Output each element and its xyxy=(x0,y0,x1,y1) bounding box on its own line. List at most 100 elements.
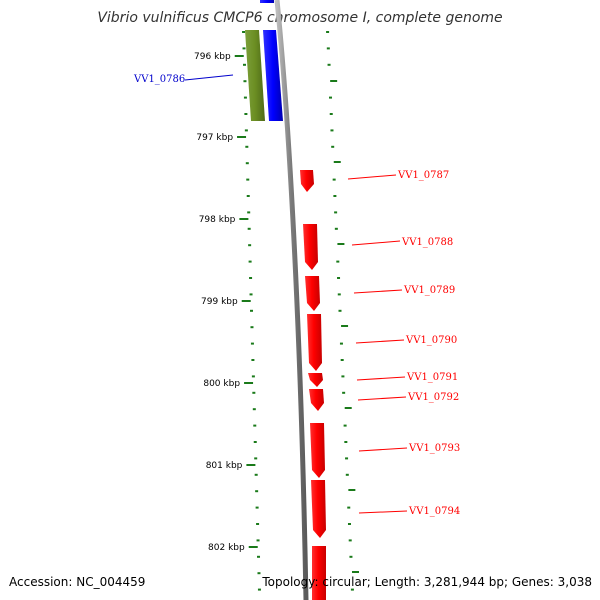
gene-vv1-0792 xyxy=(309,389,324,411)
scale-tick xyxy=(257,588,261,591)
scale-tick xyxy=(254,473,258,476)
scale-tick xyxy=(333,161,341,163)
scale-tick xyxy=(332,178,336,181)
scale-tick xyxy=(245,145,249,148)
leader-vv1-0792 xyxy=(357,396,407,401)
scale-tick xyxy=(337,277,341,279)
scale-tick xyxy=(329,96,333,99)
gene-label: VV1_0789 xyxy=(403,285,455,296)
scale-label: 797 kbp xyxy=(196,133,233,143)
scale-tick xyxy=(345,457,349,460)
leader-vv1-0789 xyxy=(353,289,403,294)
gene-bottom-partial xyxy=(312,546,326,600)
scale-tick xyxy=(243,80,247,83)
scale-tick xyxy=(237,136,247,138)
gene-label: VV1_0787 xyxy=(397,170,449,181)
scale-tick xyxy=(234,55,244,57)
accession-text: Accession: NC_004459 xyxy=(9,575,145,589)
gene-label: VV1_0788 xyxy=(401,237,453,248)
scale-label: 801 kbp xyxy=(206,461,243,471)
scale-tick xyxy=(347,506,351,509)
scale-tick xyxy=(242,31,246,33)
scale-label: 800 kbp xyxy=(203,379,240,389)
leader-vv1-0793 xyxy=(358,447,408,452)
leader-vv1-0790 xyxy=(355,339,405,344)
gene-vv1-0786 xyxy=(263,30,283,121)
scale-tick xyxy=(239,218,249,220)
scale-tick xyxy=(256,523,260,525)
scale-tick xyxy=(251,359,255,361)
scale-tick xyxy=(337,293,341,296)
scale-tick xyxy=(334,227,338,230)
scale-tick xyxy=(329,113,333,115)
scale-tick xyxy=(251,375,255,378)
scale-tick xyxy=(326,31,330,33)
scale-tick xyxy=(341,325,349,327)
scale-tick xyxy=(348,489,356,491)
map-title: Vibrio vulnificus CMCP6 chromosome I, co… xyxy=(97,10,502,26)
scale-tick xyxy=(350,588,354,591)
scale-tick xyxy=(340,359,344,361)
scale-tick xyxy=(252,391,256,394)
scale-tick xyxy=(344,441,348,443)
scale-tick xyxy=(250,326,254,329)
scale-tick xyxy=(244,382,254,384)
gene-label: VV1_0793 xyxy=(408,443,460,454)
leader-vv1-0791 xyxy=(356,376,406,381)
gene-label: VV1_0792 xyxy=(407,392,459,403)
scale-tick xyxy=(253,424,257,427)
scale-tick xyxy=(243,96,247,99)
gene-labels: VV1_0786 VV1_0787 VV1_0788 VV1_0789 VV1_… xyxy=(133,74,460,517)
scale-tick xyxy=(352,571,360,573)
gene-vv1-0790 xyxy=(307,314,322,371)
scale-tick xyxy=(348,539,352,542)
scale-tick xyxy=(256,539,260,542)
scale-tick xyxy=(257,555,261,558)
scale-tick xyxy=(331,145,335,148)
scale-tick xyxy=(248,260,252,263)
scale-labels: 796 kbp 797 kbp 798 kbp 799 kbp 800 kbp 801 k… xyxy=(194,52,245,553)
scale-tick xyxy=(247,227,251,230)
scale-tick xyxy=(347,523,351,525)
gene-olive xyxy=(245,30,265,121)
scale-tick xyxy=(343,424,347,427)
scale-tick xyxy=(330,129,334,132)
scale-tick xyxy=(252,408,256,411)
gene-vv1-0794 xyxy=(311,480,326,538)
scale-tick xyxy=(345,473,349,476)
scale-tick xyxy=(257,572,261,575)
scale-tick xyxy=(336,260,340,263)
scale-tick xyxy=(244,129,248,132)
scale-tick xyxy=(254,457,258,460)
scale-label: 796 kbp xyxy=(194,52,231,62)
topology-text: Topology: circular; Length: 3,281,944 bp… xyxy=(261,575,592,589)
gene-vv1-0791 xyxy=(308,373,323,387)
scale-tick xyxy=(244,113,248,115)
scale-tick xyxy=(245,162,249,165)
gene-vv1-0789 xyxy=(305,276,320,311)
gene-vv1-0787 xyxy=(300,170,314,192)
scale-tick xyxy=(255,506,259,509)
gene-label: VV1_0794 xyxy=(408,506,460,517)
scale-label: 799 kbp xyxy=(201,297,238,307)
scale-tick xyxy=(339,342,343,345)
scale-tick xyxy=(342,391,346,394)
gene-vv1-0788 xyxy=(303,224,318,270)
leader-vv1-0788 xyxy=(351,240,401,246)
scale-label: 798 kbp xyxy=(199,215,236,225)
scale-tick xyxy=(349,555,353,558)
scale-tick xyxy=(253,441,257,443)
scale-tick xyxy=(326,47,330,50)
gene-label: VV1_0790 xyxy=(405,335,457,346)
scale-tick xyxy=(249,277,253,279)
leader-vv1-0786 xyxy=(184,74,234,81)
scale-tick xyxy=(337,243,345,245)
scale-tick xyxy=(246,178,250,181)
scale-tick xyxy=(330,80,338,82)
scale-tick xyxy=(242,47,246,50)
scale-ticks-left xyxy=(234,31,261,591)
scale-tick xyxy=(333,195,337,197)
scale-tick xyxy=(250,342,254,345)
scale-tick xyxy=(246,464,256,466)
